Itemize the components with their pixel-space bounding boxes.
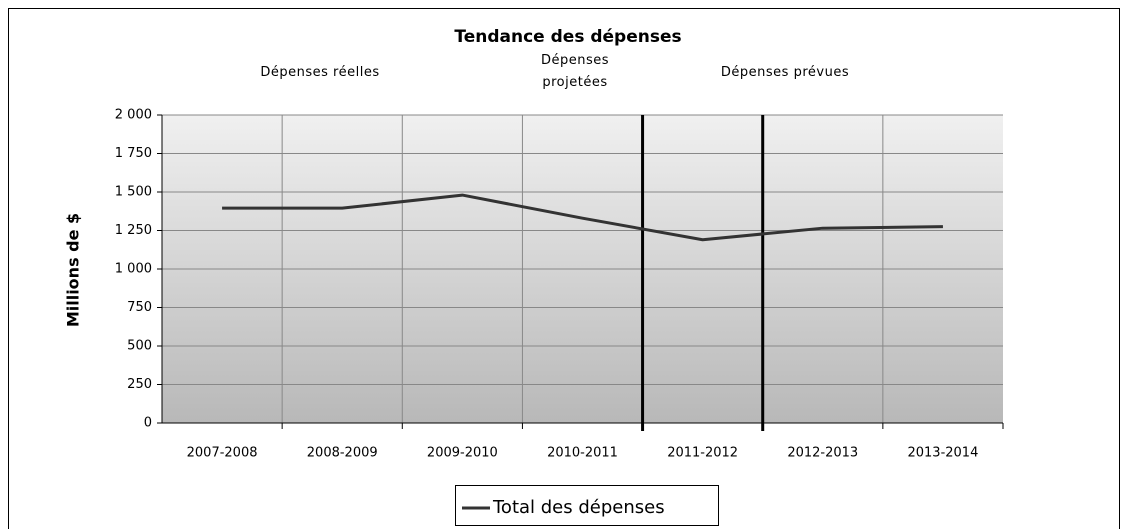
x-tick-label: 2012-2013 [787,446,858,461]
x-tick-label: 2013-2014 [907,446,978,461]
y-tick-label: 1 250 [115,223,152,238]
legend-box [455,485,719,526]
x-tick-label: 2010-2011 [547,446,618,461]
y-tick-label: 500 [127,339,152,354]
y-tick-label: 1 000 [115,262,152,277]
annotation: Dépenses prévues [720,65,850,80]
annotation: Dépenses réelles [260,65,380,80]
y-tick-label: 2 000 [115,108,152,123]
x-tick-label: 2007-2008 [187,446,258,461]
x-tick-label: 2009-2010 [427,446,498,461]
y-tick-label: 0 [144,416,152,431]
x-tick-label: 2008-2009 [307,446,378,461]
y-tick-label: 1 500 [115,185,152,200]
y-axis-label: Millions de $ [64,213,83,327]
annotation: Dépenses projetées [540,53,610,90]
y-tick-label: 1 750 [115,146,152,161]
legend-label: Total des dépenses [492,497,665,518]
x-tick-label: 2011-2012 [667,446,738,461]
series-line [222,193,943,242]
y-tick-label: 750 [127,300,152,315]
chart-title: Tendance des dépenses [454,27,681,47]
y-tick-label: 250 [127,377,152,392]
